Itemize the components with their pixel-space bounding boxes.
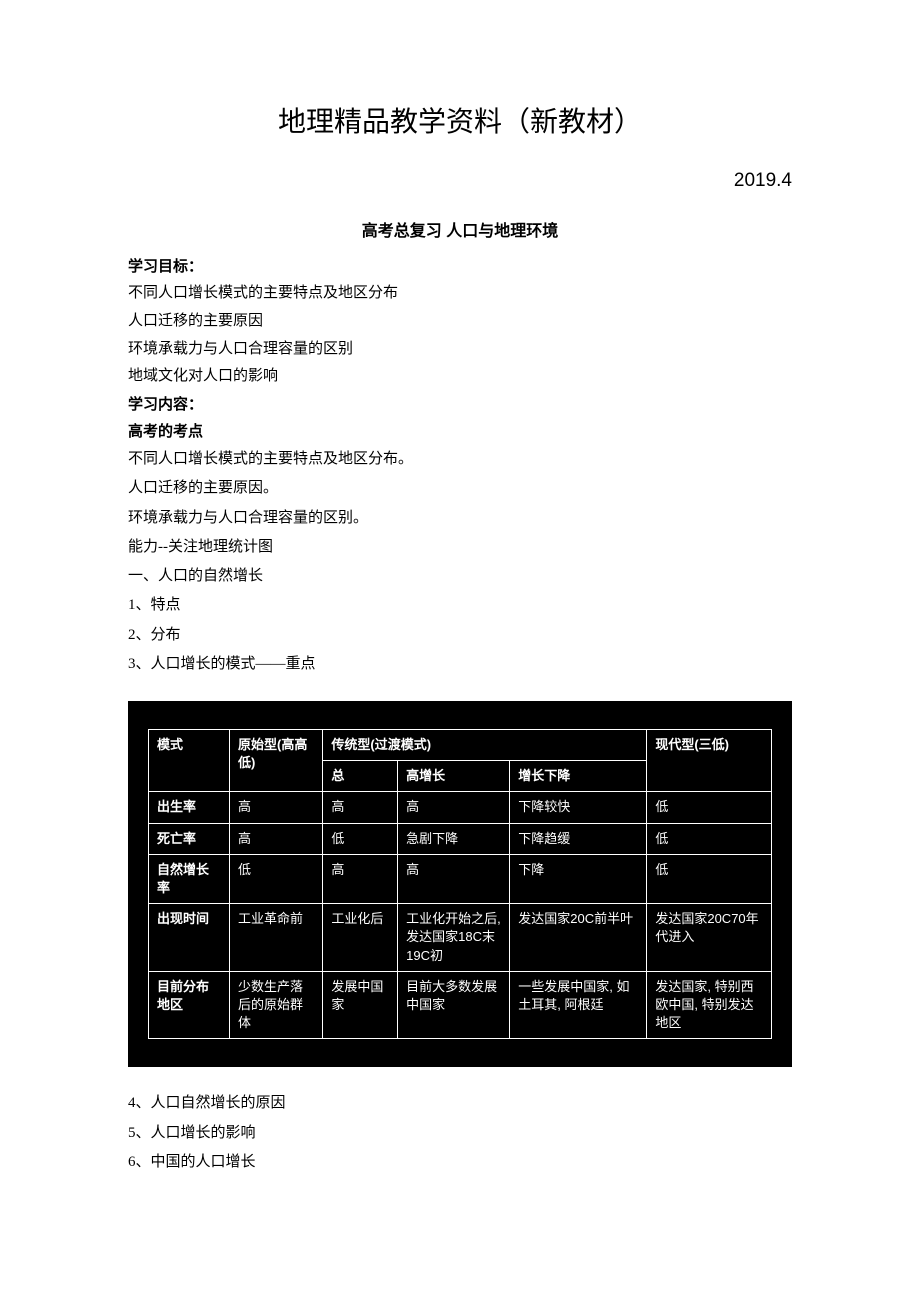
table-row: 目前分布地区 少数生产落后的原始群体 发展中国家 目前大多数发展中国家 一些发展… — [149, 971, 772, 1039]
table-header-cell: 传统型(过渡模式) — [323, 730, 647, 761]
exam-points-header: 高考的考点 — [128, 418, 792, 445]
table-row-label: 自然增长率 — [149, 854, 230, 903]
goal-item: 环境承载力与人口合理容量的区别 — [128, 336, 792, 364]
table-row: 出生率 高 高 高 下降较快 低 — [149, 792, 772, 823]
table-subheader-cell: 增长下降 — [510, 761, 647, 792]
table-cell: 低 — [647, 854, 772, 903]
subtopic-item: 3、人口增长的模式——重点 — [128, 650, 792, 679]
table-row: 自然增长率 低 高 高 下降 低 — [149, 854, 772, 903]
table-row: 死亡率 高 低 急剧下降 下降趋缓 低 — [149, 823, 772, 854]
table-subheader-cell: 高增长 — [398, 761, 510, 792]
population-modes-table: 模式 原始型(高高低) 传统型(过渡模式) 现代型(三低) 总 高增长 增长下降… — [128, 701, 792, 1067]
page-date: 2019.4 — [128, 170, 792, 192]
table-header-row: 模式 原始型(高高低) 传统型(过渡模式) 现代型(三低) — [149, 730, 772, 761]
table-cell: 高 — [229, 823, 322, 854]
table-cell: 急剧下降 — [398, 823, 510, 854]
table-cell: 工业革命前 — [229, 904, 322, 972]
table-cell: 发达国家, 特别西欧中国, 特别发达地区 — [647, 971, 772, 1039]
page-title: 地理精品教学资料（新教材） — [128, 100, 792, 140]
table-cell: 下降趋缓 — [510, 823, 647, 854]
table-cell: 目前大多数发展中国家 — [398, 971, 510, 1039]
table-header-cell: 现代型(三低) — [647, 730, 772, 792]
table-cell: 下降较快 — [510, 792, 647, 823]
table-cell: 少数生产落后的原始群体 — [229, 971, 322, 1039]
goal-item: 不同人口增长模式的主要特点及地区分布 — [128, 280, 792, 308]
table-cell: 低 — [647, 823, 772, 854]
table-cell: 发展中国家 — [323, 971, 398, 1039]
goal-item: 地域文化对人口的影响 — [128, 363, 792, 391]
subtopic-item: 4、人口自然增长的原因 — [128, 1089, 792, 1118]
table-cell: 一些发展中国家, 如土耳其, 阿根廷 — [510, 971, 647, 1039]
table-row-label: 死亡率 — [149, 823, 230, 854]
table-cell: 发达国家20C前半叶 — [510, 904, 647, 972]
table-row-label: 目前分布地区 — [149, 971, 230, 1039]
subtopic-item: 6、中国的人口增长 — [128, 1148, 792, 1177]
table-subheader-cell: 总 — [323, 761, 398, 792]
table-cell: 发达国家20C70年代进入 — [647, 904, 772, 972]
exam-point-item: 能力--关注地理统计图 — [128, 533, 792, 562]
exam-point-item: 人口迁移的主要原因。 — [128, 474, 792, 503]
topic-one: 一、人口的自然增长 — [128, 562, 792, 591]
table-row-label: 出现时间 — [149, 904, 230, 972]
content-header: 学习内容： — [128, 391, 792, 418]
goals-header: 学习目标： — [128, 253, 792, 280]
table-cell: 低 — [323, 823, 398, 854]
table-cell: 工业化开始之后, 发达国家18C末19C初 — [398, 904, 510, 972]
table-header-cell: 原始型(高高低) — [229, 730, 322, 792]
table-cell: 低 — [229, 854, 322, 903]
page-subtitle: 高考总复习 人口与地理环境 — [128, 217, 792, 241]
table-cell: 高 — [323, 792, 398, 823]
table-cell: 下降 — [510, 854, 647, 903]
table-cell: 工业化后 — [323, 904, 398, 972]
subtopic-item: 5、人口增长的影响 — [128, 1119, 792, 1148]
table-row-label: 出生率 — [149, 792, 230, 823]
table-header-cell: 模式 — [149, 730, 230, 792]
goal-item: 人口迁移的主要原因 — [128, 308, 792, 336]
subtopic-item: 2、分布 — [128, 621, 792, 650]
table: 模式 原始型(高高低) 传统型(过渡模式) 现代型(三低) 总 高增长 增长下降… — [148, 729, 772, 1039]
exam-point-item: 不同人口增长模式的主要特点及地区分布。 — [128, 445, 792, 474]
table-cell: 高 — [229, 792, 322, 823]
table-row: 出现时间 工业革命前 工业化后 工业化开始之后, 发达国家18C末19C初 发达… — [149, 904, 772, 972]
table-cell: 高 — [398, 792, 510, 823]
subtopic-item: 1、特点 — [128, 591, 792, 620]
table-cell: 高 — [323, 854, 398, 903]
table-cell: 低 — [647, 792, 772, 823]
table-cell: 高 — [398, 854, 510, 903]
exam-point-item: 环境承载力与人口合理容量的区别。 — [128, 504, 792, 533]
